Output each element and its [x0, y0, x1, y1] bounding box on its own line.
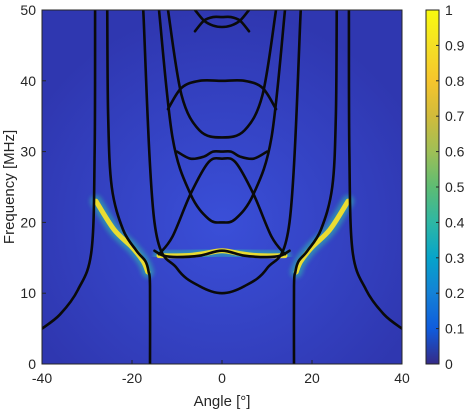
y-axis-ticks: 0 10 20 30 40 50 [20, 2, 46, 372]
y-axis-label: Frequency [MHz] [1, 130, 18, 244]
intensity-ridge-3 [293, 198, 351, 275]
x-tick-label: -40 [32, 370, 52, 386]
x-axis-label: Angle [°] [194, 393, 251, 410]
y-tick-label: 0 [28, 356, 36, 372]
dispersion-curve-8 [157, 156, 287, 256]
dispersion-curve-13 [193, 15, 251, 33]
dispersion-curve-4 [292, 10, 339, 364]
colorbar-tick-label: 0.7 [445, 108, 465, 124]
x-tick-label: 20 [304, 370, 320, 386]
dispersion-curve-5 [141, 10, 303, 295]
colorbar-tick-label: 0.2 [445, 285, 465, 301]
dispersion-curve-7 [157, 10, 287, 224]
dispersion-curve-6 [153, 249, 291, 259]
colorbar-tick-label: 0.6 [445, 144, 465, 160]
dispersion-curve-9 [166, 10, 278, 139]
dispersion-curve-3 [105, 10, 152, 364]
colorbar-tick-label: 0.1 [445, 321, 465, 337]
y-tick-label: 10 [20, 285, 36, 301]
heatmap-background [42, 10, 402, 364]
colorbar-tick-label: 0 [445, 356, 453, 372]
colorbar-tick-label: 0.8 [445, 73, 465, 89]
colorbar-tick-label: 0.3 [445, 250, 465, 266]
dispersion-curve-11 [175, 149, 269, 161]
x-tick-label: 0 [218, 370, 226, 386]
intensity-ridge-1 [93, 198, 151, 275]
y-tick-label: 50 [20, 2, 36, 18]
colorbar-tick-label: 0.9 [445, 37, 465, 53]
colorbar-tick-label: 1 [445, 2, 453, 18]
y-tick-label: 40 [20, 73, 36, 89]
dispersion-curve-1 [42, 10, 97, 330]
y-tick-label: 20 [20, 214, 36, 230]
colorbar-tick-label: 0.4 [445, 214, 465, 230]
dispersion-curve-2 [347, 10, 402, 330]
colorbar-ticks: 0 0.1 0.2 0.3 0.4 0.5 0.6 0.7 0.8 0.9 1 [436, 2, 465, 372]
x-tick-label: -20 [122, 370, 142, 386]
x-axis-ticks: -40 -20 0 20 40 [32, 360, 410, 386]
colorbar-tick-label: 0.5 [445, 179, 465, 195]
y-tick-label: 30 [20, 144, 36, 160]
dispersion-curve-10 [166, 78, 278, 111]
x-tick-label: 40 [394, 370, 410, 386]
dispersion-curves [42, 10, 402, 364]
